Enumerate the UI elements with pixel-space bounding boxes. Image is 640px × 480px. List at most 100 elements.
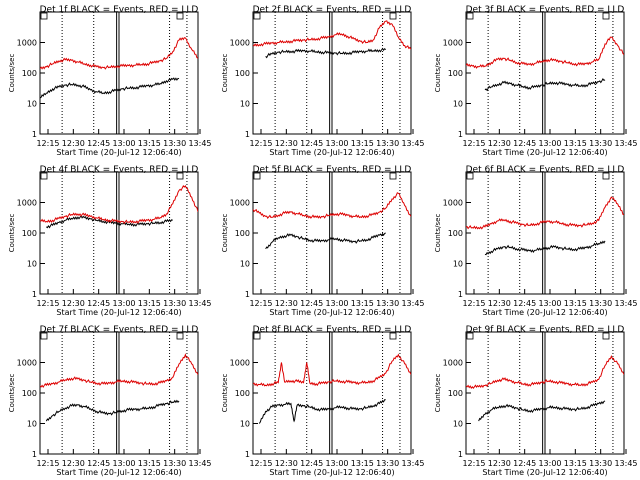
y-tick-label: 1000 [443,359,463,368]
corner-box-left [253,172,261,180]
x-tick-label: 13:30 [589,139,612,148]
series-lld-line [253,353,411,387]
x-axis-label: Start Time (20-Jul-12 12:06:40) [269,308,394,317]
series-lld-line [253,192,411,219]
x-tick-label: 13:00 [538,139,561,148]
corner-box-left [40,172,48,180]
x-tick-label: 13:45 [401,299,424,308]
x-axis-label: Start Time (20-Jul-12 12:06:40) [56,468,181,477]
y-tick-label: 10 [27,100,37,109]
x-tick-label: 13:45 [188,459,211,468]
chart-panel-2: Det 2f BLACK = Events, RED = LLD 1 10 100 10… [221,5,425,157]
y-tick-label: 100 [22,389,37,398]
x-tick-label: 13:15 [351,299,374,308]
x-tick-label: 13:45 [614,139,637,148]
x-tick-label: 13:15 [138,139,161,148]
x-tick-label: 13:45 [188,139,211,148]
corner-box-left [466,172,474,180]
x-tick-label: 13:15 [564,459,587,468]
x-tick-label: 12:15 [36,139,59,148]
x-tick-label: 13:00 [325,139,348,148]
y-tick-label: 1000 [17,39,37,48]
y-tick-label: 1 [32,130,37,139]
corner-box-right [602,12,610,20]
chart-panel-6: Det 6f BLACK = Events, RED = LLD 1 10 100 10… [434,165,638,317]
y-tick-label: 1 [245,450,250,459]
chart-panel-5: Det 5f BLACK = Events, RED = LLD 1 10 100 10… [221,165,425,317]
corner-box-left [253,12,261,20]
x-tick-label: 13:30 [163,459,186,468]
x-tick-label: 13:15 [564,299,587,308]
x-tick-label: 13:00 [112,459,135,468]
y-tick-label: 1000 [230,199,250,208]
x-tick-label: 13:30 [589,459,612,468]
series-events-line [45,399,180,422]
x-tick-label: 13:00 [538,299,561,308]
x-tick-label: 13:00 [325,459,348,468]
x-axis-label: Start Time (20-Jul-12 12:06:40) [56,148,181,157]
chart-panel-7: Det 7f BLACK = Events, RED = LLD 1 10 100 10… [8,325,212,477]
x-tick-label: 12:45 [87,459,110,468]
y-tick-label: 1 [458,130,463,139]
x-tick-label: 12:45 [513,459,536,468]
corner-box-left [40,12,48,20]
y-tick-label: 100 [22,229,37,238]
series-events-line [484,240,606,256]
y-tick-label: 1000 [17,199,37,208]
y-tick-label: 100 [235,69,250,78]
corner-box-right [602,332,610,340]
y-tick-label: 1 [32,450,37,459]
x-tick-label: 13:15 [351,459,374,468]
x-tick-label: 12:30 [488,299,511,308]
series-events-line [40,77,180,99]
chart-title: Det 8f BLACK = Events, RED = LLD [253,325,412,335]
x-tick-label: 13:45 [401,459,424,468]
series-events-line [478,400,606,422]
y-tick-label: 100 [448,69,463,78]
series-events-line [258,399,386,424]
y-tick-label: 100 [235,229,250,238]
x-tick-label: 13:30 [589,299,612,308]
y-tick-label: 1 [245,290,250,299]
x-tick-label: 13:15 [138,459,161,468]
y-tick-label: 100 [235,389,250,398]
corner-box-right [389,332,397,340]
x-tick-label: 13:45 [614,299,637,308]
x-tick-label: 13:15 [351,139,374,148]
y-axis-label: Counts/sec [221,374,229,413]
x-tick-label: 13:30 [376,299,399,308]
chart-panel-1: Det 1f BLACK = Events, RED = LLD 1 10 100 10… [8,5,212,157]
chart-title: Det 5f BLACK = Events, RED = LLD [253,165,412,175]
x-tick-label: 13:30 [163,299,186,308]
y-tick-label: 10 [453,420,463,429]
y-axis-label: Counts/sec [434,214,442,253]
series-lld-line [466,36,624,69]
y-tick-label: 1000 [17,359,37,368]
series-events-line [484,77,606,92]
x-tick-label: 13:45 [188,299,211,308]
x-tick-label: 12:45 [87,299,110,308]
y-tick-label: 1 [458,290,463,299]
chart-title: Det 9f BLACK = Events, RED = LLD [466,325,625,335]
y-tick-label: 1000 [443,39,463,48]
x-axis-label: Start Time (20-Jul-12 12:06:40) [482,148,607,157]
x-axis-label: Start Time (20-Jul-12 12:06:40) [269,148,394,157]
x-tick-label: 12:45 [300,299,323,308]
series-lld-line [40,37,198,70]
series-events-line [265,232,386,250]
series-events-line [46,214,173,229]
x-tick-label: 12:15 [249,299,272,308]
y-tick-label: 1000 [230,359,250,368]
x-tick-label: 12:30 [488,139,511,148]
x-tick-label: 13:30 [163,139,186,148]
x-tick-label: 12:15 [249,139,272,148]
x-tick-label: 13:15 [564,139,587,148]
x-tick-label: 12:45 [300,139,323,148]
x-tick-label: 13:15 [138,299,161,308]
x-axis-label: Start Time (20-Jul-12 12:06:40) [482,308,607,317]
corner-box-right [176,12,184,20]
chart-panel-9: Det 9f BLACK = Events, RED = LLD 1 10 100 10… [434,325,638,477]
corner-box-right [176,332,184,340]
y-axis-label: Counts/sec [434,54,442,93]
chart-panel-4: Det 4f BLACK = Events, RED = LLD 1 10 100 10… [8,165,212,317]
